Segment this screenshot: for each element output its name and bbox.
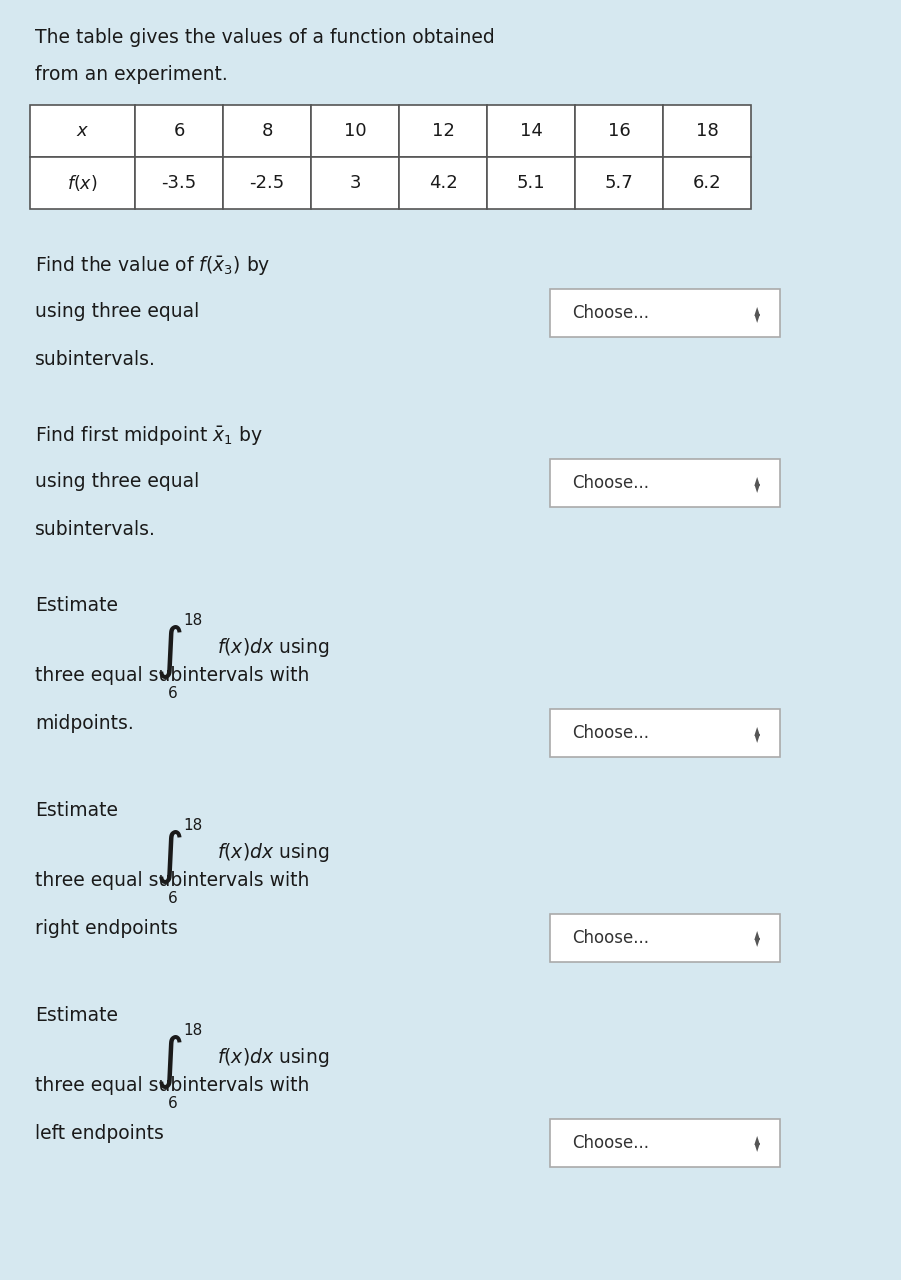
Bar xyxy=(223,105,311,157)
Text: 18: 18 xyxy=(183,613,202,628)
Text: 18: 18 xyxy=(696,122,718,140)
Text: 18: 18 xyxy=(183,1023,202,1038)
Text: Choose...: Choose... xyxy=(572,305,649,323)
Text: three equal subintervals with: three equal subintervals with xyxy=(35,1076,309,1094)
Text: subintervals.: subintervals. xyxy=(35,349,156,369)
Text: Choose...: Choose... xyxy=(572,1134,649,1152)
Text: $f(x)dx$ using: $f(x)dx$ using xyxy=(217,841,329,864)
Text: from an experiment.: from an experiment. xyxy=(35,65,228,84)
Bar xyxy=(575,157,663,209)
Text: Find the value of $f(\bar{x}_3)$ by: Find the value of $f(\bar{x}_3)$ by xyxy=(35,253,270,276)
Text: Estimate: Estimate xyxy=(35,801,118,820)
Text: Estimate: Estimate xyxy=(35,1006,118,1025)
Text: 6: 6 xyxy=(168,1096,177,1111)
Bar xyxy=(135,105,223,157)
Text: 5.7: 5.7 xyxy=(605,174,633,192)
Text: ◄►: ◄► xyxy=(753,305,763,321)
FancyBboxPatch shape xyxy=(550,709,780,756)
Text: midpoints.: midpoints. xyxy=(35,714,133,733)
Bar xyxy=(663,105,751,157)
Bar xyxy=(30,157,135,209)
Text: -2.5: -2.5 xyxy=(250,174,285,192)
Text: Estimate: Estimate xyxy=(35,596,118,614)
Text: Find first midpoint $\bar{x}_1$ by: Find first midpoint $\bar{x}_1$ by xyxy=(35,424,263,447)
FancyBboxPatch shape xyxy=(550,289,780,337)
Bar xyxy=(311,105,399,157)
Text: $\int$: $\int$ xyxy=(155,623,183,681)
Text: using three equal: using three equal xyxy=(35,302,199,321)
Bar xyxy=(575,105,663,157)
Text: using three equal: using three equal xyxy=(35,472,199,492)
FancyBboxPatch shape xyxy=(550,914,780,963)
FancyBboxPatch shape xyxy=(550,1119,780,1167)
Text: Choose...: Choose... xyxy=(572,474,649,492)
Text: 18: 18 xyxy=(183,818,202,833)
Text: $\int$: $\int$ xyxy=(155,828,183,886)
Text: subintervals.: subintervals. xyxy=(35,520,156,539)
Bar xyxy=(223,157,311,209)
Bar xyxy=(311,157,399,209)
Text: Choose...: Choose... xyxy=(572,929,649,947)
Text: 4.2: 4.2 xyxy=(429,174,458,192)
Text: 10: 10 xyxy=(343,122,367,140)
Text: Choose...: Choose... xyxy=(572,724,649,742)
Bar xyxy=(487,105,575,157)
Text: $x$: $x$ xyxy=(76,122,89,140)
Text: $f(x)dx$ using: $f(x)dx$ using xyxy=(217,636,329,659)
Text: 6.2: 6.2 xyxy=(693,174,722,192)
Bar xyxy=(30,105,135,157)
FancyBboxPatch shape xyxy=(550,460,780,507)
Bar xyxy=(135,157,223,209)
Text: 16: 16 xyxy=(607,122,631,140)
Text: ◄►: ◄► xyxy=(753,724,763,741)
Text: three equal subintervals with: three equal subintervals with xyxy=(35,666,309,685)
Text: 6: 6 xyxy=(168,891,177,906)
Text: three equal subintervals with: three equal subintervals with xyxy=(35,870,309,890)
Text: 14: 14 xyxy=(520,122,542,140)
Text: $f(x)$: $f(x)$ xyxy=(68,173,97,193)
Text: ◄►: ◄► xyxy=(753,475,763,492)
Text: ◄►: ◄► xyxy=(753,1134,763,1152)
Bar xyxy=(399,157,487,209)
Text: left endpoints: left endpoints xyxy=(35,1124,164,1143)
Text: 6: 6 xyxy=(168,686,177,701)
Text: $\int$: $\int$ xyxy=(155,1033,183,1091)
Text: 5.1: 5.1 xyxy=(516,174,545,192)
Text: right endpoints: right endpoints xyxy=(35,919,177,938)
Text: 3: 3 xyxy=(350,174,360,192)
Bar xyxy=(487,157,575,209)
Text: -3.5: -3.5 xyxy=(161,174,196,192)
Text: ◄►: ◄► xyxy=(753,929,763,946)
Text: $f(x)dx$ using: $f(x)dx$ using xyxy=(217,1046,329,1069)
Text: 12: 12 xyxy=(432,122,454,140)
Text: 6: 6 xyxy=(173,122,185,140)
Bar xyxy=(399,105,487,157)
Text: 8: 8 xyxy=(261,122,273,140)
Text: The table gives the values of a function obtained: The table gives the values of a function… xyxy=(35,28,495,47)
Bar xyxy=(663,157,751,209)
